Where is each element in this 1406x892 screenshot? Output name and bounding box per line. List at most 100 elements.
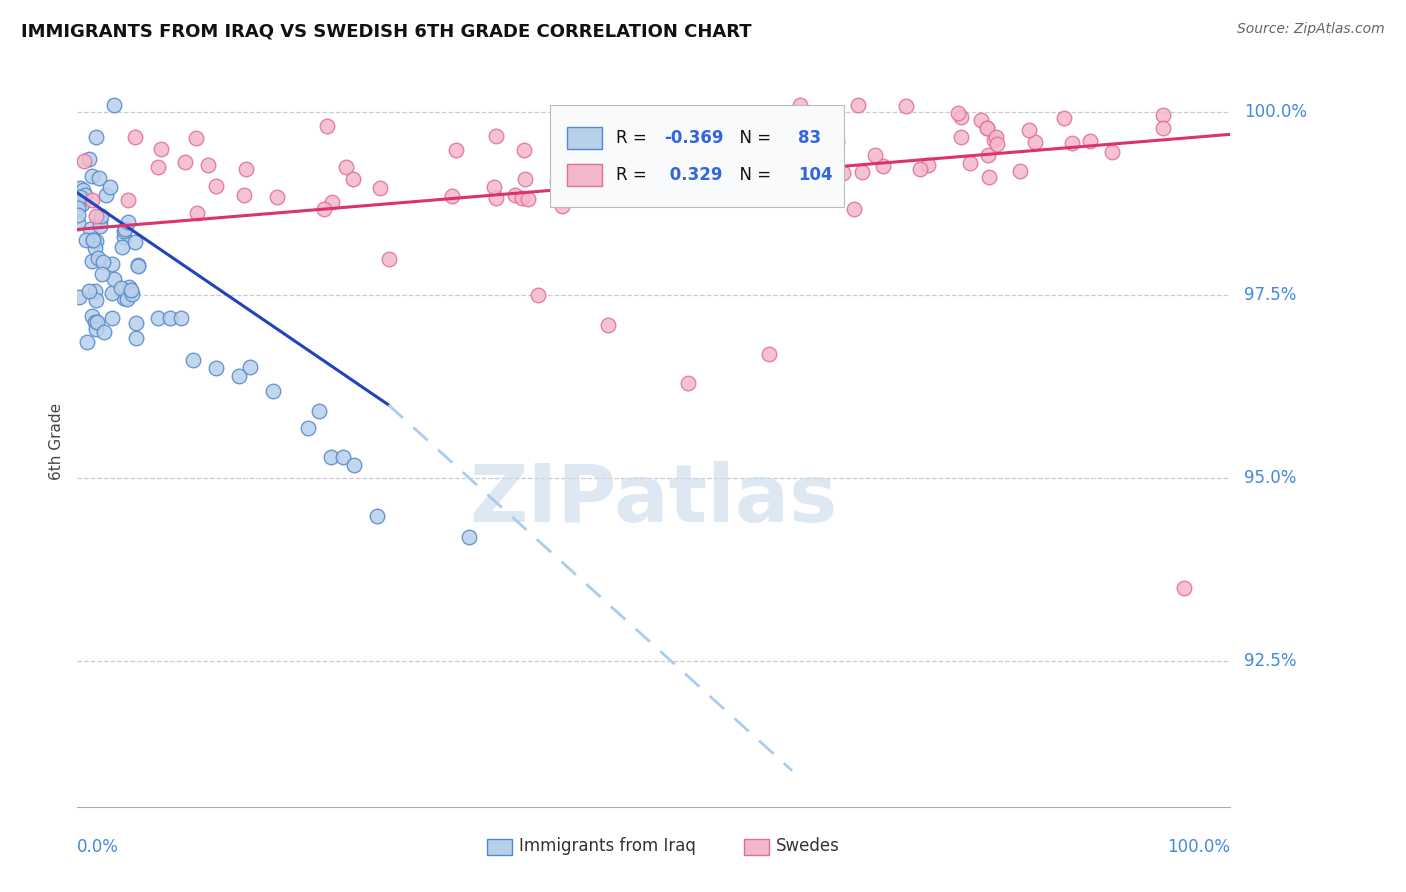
Point bbox=[308, 404, 330, 418]
Point bbox=[82, 193, 104, 207]
Text: Swedes: Swedes bbox=[776, 837, 839, 855]
Point bbox=[112, 291, 135, 305]
Point bbox=[70, 197, 93, 211]
Point bbox=[825, 135, 848, 149]
Point bbox=[75, 234, 97, 248]
Point bbox=[266, 189, 288, 203]
Point bbox=[111, 240, 134, 254]
Point bbox=[127, 259, 149, 273]
Point bbox=[94, 187, 117, 202]
Point bbox=[114, 221, 136, 235]
Text: 0.329: 0.329 bbox=[664, 166, 723, 184]
Point bbox=[77, 152, 100, 166]
Point bbox=[983, 133, 1005, 147]
Point bbox=[872, 159, 894, 173]
Point bbox=[643, 151, 665, 165]
Point bbox=[894, 99, 917, 113]
Point bbox=[91, 267, 114, 281]
Text: 104: 104 bbox=[799, 166, 832, 184]
Point bbox=[69, 193, 91, 207]
Point bbox=[789, 98, 811, 112]
Point bbox=[1010, 163, 1032, 178]
Point bbox=[89, 219, 111, 234]
Point bbox=[766, 134, 789, 148]
Point bbox=[848, 98, 870, 112]
Point bbox=[979, 169, 1001, 184]
Point bbox=[121, 287, 143, 301]
Point bbox=[69, 181, 91, 195]
Point bbox=[312, 202, 335, 217]
Point bbox=[946, 105, 969, 120]
Text: -0.369: -0.369 bbox=[664, 129, 724, 147]
Text: R =: R = bbox=[616, 129, 652, 147]
Text: N =: N = bbox=[728, 166, 776, 184]
Point bbox=[986, 136, 1008, 151]
Point bbox=[377, 252, 399, 266]
Point bbox=[851, 165, 873, 179]
Point bbox=[75, 188, 97, 202]
Point bbox=[197, 158, 219, 172]
Point bbox=[118, 280, 141, 294]
Point bbox=[1053, 111, 1076, 125]
Point bbox=[863, 147, 886, 161]
Point bbox=[84, 209, 107, 223]
Point bbox=[67, 202, 90, 216]
Point bbox=[949, 110, 972, 124]
Point bbox=[98, 179, 121, 194]
Point bbox=[1152, 121, 1174, 136]
Point bbox=[959, 156, 981, 170]
Point bbox=[813, 178, 835, 193]
Text: Immigrants from Iraq: Immigrants from Iraq bbox=[519, 837, 696, 855]
Text: N =: N = bbox=[728, 129, 776, 147]
Point bbox=[821, 129, 844, 144]
Point bbox=[235, 161, 257, 176]
Point bbox=[758, 347, 780, 361]
Point bbox=[832, 165, 855, 179]
Point bbox=[101, 311, 124, 326]
Point bbox=[1152, 108, 1174, 122]
Point bbox=[84, 322, 107, 336]
Point bbox=[72, 183, 94, 197]
Point bbox=[103, 98, 125, 112]
Point bbox=[82, 233, 104, 247]
Point bbox=[444, 143, 467, 157]
Point bbox=[120, 283, 142, 297]
Point bbox=[908, 161, 931, 176]
Point bbox=[583, 176, 606, 190]
Point bbox=[80, 233, 103, 247]
Point bbox=[1078, 135, 1101, 149]
Point bbox=[527, 288, 550, 302]
Point bbox=[949, 130, 972, 145]
Point bbox=[72, 188, 94, 202]
FancyBboxPatch shape bbox=[744, 838, 769, 855]
Point bbox=[67, 290, 90, 304]
Point bbox=[86, 234, 108, 248]
Point bbox=[84, 293, 107, 307]
Point bbox=[170, 310, 193, 325]
Point bbox=[1024, 135, 1046, 149]
Point bbox=[366, 508, 388, 523]
Point bbox=[76, 335, 98, 350]
Point bbox=[976, 121, 998, 136]
Text: 100.0%: 100.0% bbox=[1244, 103, 1308, 121]
Point bbox=[335, 160, 357, 174]
Point bbox=[90, 209, 112, 223]
Point bbox=[80, 309, 103, 323]
Point bbox=[596, 318, 619, 332]
Point bbox=[125, 330, 148, 344]
Point bbox=[124, 235, 146, 249]
Point bbox=[503, 188, 526, 202]
Point bbox=[146, 311, 169, 326]
Text: IMMIGRANTS FROM IRAQ VS SWEDISH 6TH GRADE CORRELATION CHART: IMMIGRANTS FROM IRAQ VS SWEDISH 6TH GRAD… bbox=[21, 22, 752, 40]
Point bbox=[117, 194, 139, 208]
Text: 100.0%: 100.0% bbox=[1167, 838, 1230, 855]
Point bbox=[458, 530, 481, 544]
Point bbox=[110, 281, 132, 295]
Point bbox=[970, 113, 993, 128]
Point bbox=[510, 191, 533, 205]
Point bbox=[83, 241, 105, 255]
Point bbox=[100, 286, 122, 301]
Point bbox=[86, 315, 108, 329]
Point bbox=[1173, 581, 1195, 595]
Point bbox=[84, 284, 107, 298]
